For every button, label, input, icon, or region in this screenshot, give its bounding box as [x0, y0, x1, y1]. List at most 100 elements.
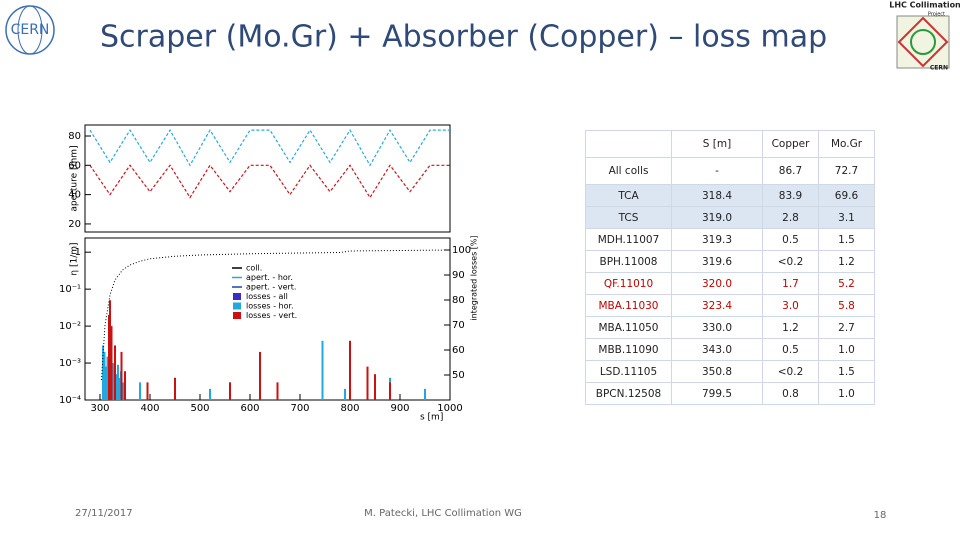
table-cell: 343.0	[671, 338, 763, 361]
table-row: BPCN.12508 799.5 0.8 1.0	[585, 382, 875, 405]
y-tick-label: 80	[68, 131, 81, 142]
x-tick-label: 600	[240, 403, 259, 414]
table-cell: 0.5	[762, 338, 819, 361]
table-cell: 0.8	[762, 382, 819, 405]
logo-diamond	[897, 16, 949, 68]
table-cell: TCA	[585, 184, 672, 207]
logo-orbit	[17, 5, 43, 55]
table-row: S [m] Copper Mo.Gr	[585, 130, 875, 158]
table-cell: QF.11010	[585, 272, 672, 295]
table-cell: 83.9	[762, 184, 819, 207]
legend-label: coll.	[246, 264, 262, 273]
logo-circle	[910, 29, 936, 55]
footer-author: M. Patecki, LHC Collimation WG	[364, 508, 522, 519]
legend-swatch	[233, 312, 241, 319]
table-cell: 5.8	[818, 294, 875, 317]
logo-text: CERN	[11, 22, 50, 38]
table-cell: 3.1	[818, 206, 875, 229]
logo-box	[896, 15, 950, 69]
loss-map: 20 40 60 80 aperture [mm] 1 10⁻¹ 10⁻² 10⁻³ 10⁻⁴ 50…	[59, 124, 479, 423]
panel-frame	[84, 237, 451, 401]
table-cell: 330.0	[671, 316, 763, 339]
integrated-loss-line	[101, 249, 451, 381]
table-row: MDH.11007 319.3 0.5 1.5	[585, 228, 875, 251]
table-cell: -	[671, 157, 763, 185]
table-row: MBB.11090 343.0 0.5 1.0	[585, 338, 875, 361]
table-cell: 350.8	[671, 360, 763, 383]
y2-tick-label: 60	[452, 345, 465, 356]
table-cell: 1.7	[762, 272, 819, 295]
legend-swatch	[233, 293, 241, 300]
slide-title: Scraper (Mo.Gr) + Absorber (Copper) – lo…	[100, 20, 827, 55]
table-cell: 320.0	[671, 272, 763, 295]
table-cell: MDH.11007	[585, 228, 672, 251]
table-cell: MBA.11030	[585, 294, 672, 317]
table-cell: 5.2	[818, 272, 875, 295]
table-cell: BPCN.12508	[585, 382, 672, 405]
table-cell: 0.5	[762, 228, 819, 251]
table-row: BPH.11008 319.6 <0.2 1.2	[585, 250, 875, 273]
x-tick-label: 500	[190, 403, 209, 414]
x-tick-label: 800	[340, 403, 359, 414]
table-cell: 1.5	[818, 228, 875, 251]
table-cell: 1.0	[818, 382, 875, 405]
y-tick-label: 10⁻²	[59, 321, 81, 332]
table-cell: 1.2	[818, 250, 875, 273]
table-cell: 319.0	[671, 206, 763, 229]
table-cell: MBB.11090	[585, 338, 672, 361]
x-tick-label: 400	[140, 403, 159, 414]
cern-logo: CERN	[5, 5, 55, 55]
y2-axis-label: integrated losses [%]	[470, 235, 479, 320]
panel-frame	[84, 124, 451, 233]
table-cell: 319.6	[671, 250, 763, 273]
table-row: LSD.11105 350.8 <0.2 1.5	[585, 360, 875, 383]
y-tick-label: 60	[68, 160, 81, 171]
y2-tick-label: 100	[452, 245, 471, 256]
logo-text: Project	[928, 12, 945, 18]
table-row: All colls -86.7 72.7	[585, 157, 875, 185]
table-cell: S [m]	[671, 130, 763, 158]
legend-label: losses - vert.	[246, 311, 297, 320]
page-number: 18	[874, 510, 887, 521]
legend-label: apert. - vert.	[246, 283, 296, 292]
loss-table: S [m] Copper Mo.Gr All colls -86.7 72.7 TCA 318…	[585, 130, 875, 405]
table-cell: 86.7	[762, 157, 819, 185]
table-cell: 2.7	[818, 316, 875, 339]
aperture-line	[89, 164, 450, 199]
table-cell: <0.2	[762, 360, 819, 383]
table-cell: 3.0	[762, 294, 819, 317]
y-axis-label: η [1/m]	[70, 242, 80, 275]
table-row: MBA.11050 330.0 1.2 2.7	[585, 316, 875, 339]
table-cell: 69.6	[818, 184, 875, 207]
legend-label: apert. - hor.	[246, 273, 293, 282]
y-tick-label: 1	[75, 247, 81, 258]
y-tick-label: 40	[68, 190, 81, 201]
table-row: MBA.11030 323.4 3.0 5.8	[585, 294, 875, 317]
legend-swatch	[233, 302, 241, 310]
legend-label: losses - hor.	[246, 302, 294, 311]
x-tick-label: 900	[390, 403, 409, 414]
logo-text: LHC Collimation	[889, 1, 960, 10]
table-cell: MBA.11050	[585, 316, 672, 339]
y2-tick-label: 70	[452, 320, 465, 331]
y2-tick-label: 90	[452, 270, 465, 281]
table-cell: 799.5	[671, 382, 763, 405]
table-cell: TCS	[585, 206, 672, 229]
table-cell: 318.4	[671, 184, 763, 207]
table-cell: <0.2	[762, 250, 819, 273]
aperture-line	[89, 128, 450, 167]
table-row: TCS 319.0 2.8 3.1	[585, 206, 875, 229]
table-cell: 323.4	[671, 294, 763, 317]
y2-tick-label: 50	[452, 370, 465, 381]
table-cell: All colls	[585, 157, 672, 185]
table-cell: 1.0	[818, 338, 875, 361]
x-tick-label: 300	[90, 403, 109, 414]
y-tick-label: 10⁻⁴	[59, 395, 81, 406]
table-cell: BPH.11008	[585, 250, 672, 273]
y-tick-label: 10⁻³	[59, 358, 81, 369]
legend-label: losses - all	[246, 292, 288, 301]
table-cell: 319.3	[671, 228, 763, 251]
y-tick-label: 10⁻¹	[59, 284, 81, 295]
table-row: TCA 318.4 83.9 69.6	[585, 184, 875, 207]
